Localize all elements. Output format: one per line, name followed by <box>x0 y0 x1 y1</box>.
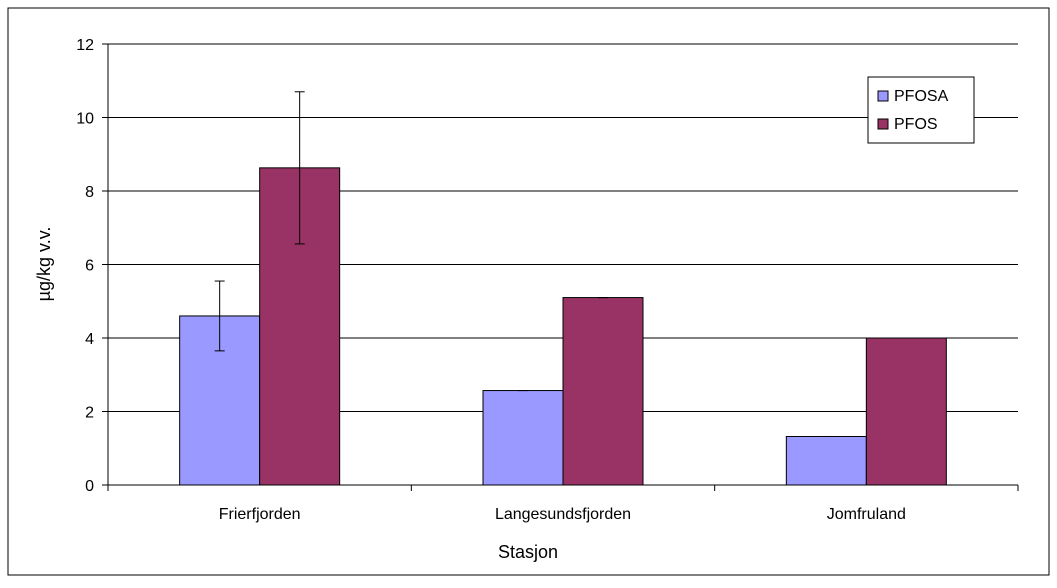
y-tick-label: 6 <box>85 258 94 275</box>
legend-label: PFOSA <box>894 88 949 105</box>
legend-label: PFOS <box>894 116 938 133</box>
y-tick-label: 8 <box>85 184 94 201</box>
y-tick-labels: 0 2 4 6 8 10 12 <box>76 37 94 495</box>
legend-swatch <box>877 90 889 102</box>
y-tick-label: 4 <box>85 331 94 348</box>
legend-swatch <box>877 118 889 130</box>
y-axis-label: µg/kg v.v. <box>34 227 54 302</box>
bar-pfosa-jomfruland <box>785 435 867 486</box>
y-tick-label: 0 <box>85 478 94 495</box>
legend-box <box>867 76 975 144</box>
legend: PFOSA PFOS <box>867 76 975 144</box>
axes <box>102 43 1019 491</box>
x-axis-label: Stasjon <box>498 542 558 562</box>
y-tick-label: 12 <box>76 37 94 54</box>
x-tick-label: Frierfjorden <box>219 506 301 523</box>
bar-pfos-jomfruland <box>865 337 947 486</box>
error-bars <box>214 91 912 437</box>
x-tick-label: Langesundsfjorden <box>495 506 631 523</box>
bar-pfosa-langesundsfjorden <box>482 390 564 486</box>
x-tick-labels: Frierfjorden Langesundsfjorden Jomfruland <box>219 506 906 523</box>
x-tick-label: Jomfruland <box>827 506 906 523</box>
y-tick-label: 2 <box>85 405 94 422</box>
y-tick-label: 10 <box>76 111 94 128</box>
bar-pfos-langesundsfjorden <box>562 297 644 486</box>
